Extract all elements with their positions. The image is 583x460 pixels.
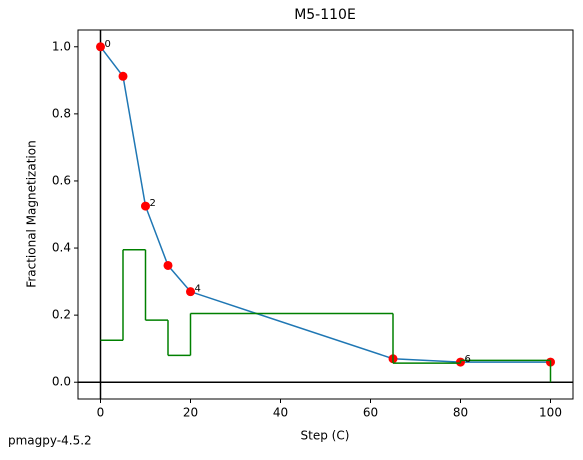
x-axis-label: Step (C)	[301, 429, 350, 443]
x-tick-label: 60	[363, 406, 378, 420]
x-tick-label: 0	[97, 406, 105, 420]
y-axis-label: Fractional Magnetization	[25, 140, 39, 287]
footer: pmagpy-4.5.2	[8, 434, 92, 448]
point	[141, 201, 150, 211]
point	[118, 71, 128, 81]
x-tick-label: 100	[539, 406, 562, 420]
y-tick-label: 0.2	[52, 308, 71, 322]
point-annotation: 4	[195, 284, 201, 295]
point-annotation: 2	[150, 198, 156, 209]
x-tick-label: 40	[273, 406, 288, 420]
line	[99, 46, 551, 363]
point-annotation: 0	[105, 39, 111, 50]
point	[186, 287, 195, 297]
x-tick-label: 20	[183, 406, 198, 420]
plot-frame	[77, 29, 574, 400]
y-tick-label: 0.4	[52, 241, 71, 255]
y-tick-label: 0.6	[52, 173, 71, 187]
point-annotation: 6	[465, 354, 471, 365]
y-tick-label: 0.0	[52, 375, 71, 389]
y-tick-label: 1.0	[52, 39, 71, 53]
x-tick-label: 80	[453, 406, 468, 420]
point	[163, 260, 173, 270]
chart-title: M5-110E	[294, 7, 356, 23]
point	[96, 42, 105, 52]
y-tick-label: 0.8	[52, 106, 71, 120]
